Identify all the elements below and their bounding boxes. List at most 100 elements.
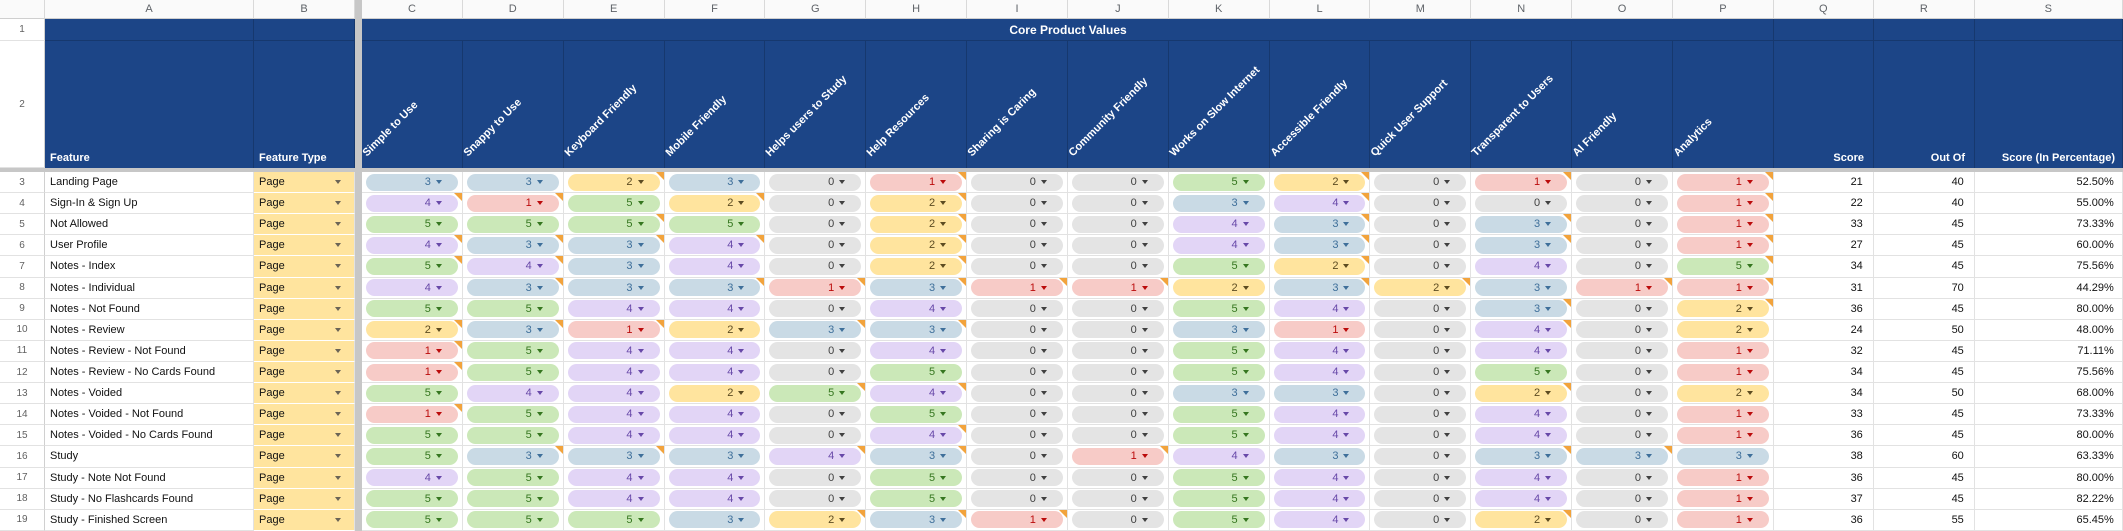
rating-cell[interactable]: 3 bbox=[1168, 383, 1270, 405]
rating-cell[interactable]: 5 bbox=[462, 298, 564, 320]
feature-type-cell[interactable]: Page bbox=[254, 256, 355, 278]
rating-cell[interactable]: 2 bbox=[1370, 277, 1472, 299]
chevron-down-icon[interactable] bbox=[1746, 433, 1753, 438]
rating-chip[interactable]: 4 bbox=[567, 300, 660, 318]
chevron-down-icon[interactable] bbox=[839, 391, 846, 396]
rating-chip[interactable]: 3 bbox=[1475, 215, 1568, 233]
row-header[interactable]: 1 bbox=[0, 19, 45, 41]
chevron-down-icon[interactable] bbox=[1444, 285, 1451, 290]
chevron-down-icon[interactable] bbox=[536, 496, 543, 501]
chevron-down-icon[interactable] bbox=[1444, 327, 1451, 332]
rating-cell[interactable]: 5 bbox=[1168, 172, 1270, 194]
rating-cell[interactable]: 5 bbox=[866, 361, 968, 384]
chevron-down-icon[interactable] bbox=[1645, 222, 1652, 227]
rating-chip[interactable]: 4 bbox=[1475, 321, 1568, 339]
rating-cell[interactable]: 0 bbox=[1572, 235, 1673, 257]
chevron-down-icon[interactable] bbox=[637, 370, 644, 375]
rating-cell[interactable]: 0 bbox=[765, 193, 867, 215]
rating-chip[interactable]: 3 bbox=[1475, 236, 1568, 254]
chevron-down-icon[interactable] bbox=[738, 285, 745, 290]
chevron-down-icon[interactable] bbox=[1242, 391, 1249, 396]
rating-chip[interactable]: 3 bbox=[567, 279, 660, 297]
score-cell[interactable]: 34 bbox=[1773, 256, 1874, 278]
percentage-cell[interactable]: 63.33% bbox=[1974, 446, 2123, 468]
rating-cell[interactable]: 2 bbox=[362, 319, 463, 341]
rating-chip[interactable]: 0 bbox=[769, 215, 862, 233]
rating-cell[interactable]: 0 bbox=[967, 425, 1068, 447]
feature-cell[interactable]: Study - Note Not Found bbox=[45, 467, 254, 489]
chevron-down-icon[interactable] bbox=[536, 327, 543, 332]
chevron-down-icon[interactable] bbox=[335, 391, 341, 396]
rating-chip[interactable]: 4 bbox=[1475, 257, 1568, 275]
chevron-down-icon[interactable] bbox=[637, 454, 644, 459]
percentage-cell[interactable]: 68.00% bbox=[1974, 383, 2123, 405]
rating-chip[interactable]: 4 bbox=[1273, 405, 1366, 423]
column-header[interactable]: J bbox=[1067, 0, 1169, 19]
rating-cell[interactable]: 0 bbox=[1370, 446, 1472, 468]
rating-chip[interactable]: 2 bbox=[1676, 384, 1769, 402]
criteria-header-cell[interactable]: Works on Slow Internet bbox=[1167, 41, 1270, 168]
chevron-down-icon[interactable] bbox=[536, 370, 543, 375]
rating-cell[interactable]: 4 bbox=[765, 446, 867, 468]
row-header[interactable]: 2 bbox=[0, 41, 45, 168]
chevron-down-icon[interactable] bbox=[637, 391, 644, 396]
chevron-down-icon[interactable] bbox=[940, 327, 947, 332]
rating-cell[interactable]: 0 bbox=[1572, 509, 1673, 531]
chevron-down-icon[interactable] bbox=[1645, 201, 1652, 206]
chevron-down-icon[interactable] bbox=[1343, 222, 1350, 227]
chevron-down-icon[interactable] bbox=[940, 517, 947, 522]
percentage-cell[interactable]: 60.00% bbox=[1974, 235, 2123, 257]
chevron-down-icon[interactable] bbox=[839, 243, 846, 248]
rating-cell[interactable]: 5 bbox=[563, 193, 665, 215]
chevron-down-icon[interactable] bbox=[1242, 348, 1249, 353]
rating-cell[interactable]: 5 bbox=[1168, 340, 1270, 362]
percentage-cell[interactable]: 73.33% bbox=[1974, 214, 2123, 236]
rating-cell[interactable]: 2 bbox=[866, 214, 968, 236]
rating-chip[interactable]: 3 bbox=[1172, 321, 1265, 339]
rating-cell[interactable]: 3 bbox=[563, 277, 665, 299]
chevron-down-icon[interactable] bbox=[335, 412, 341, 417]
score-cell[interactable]: 32 bbox=[1773, 340, 1874, 362]
feature-type-cell[interactable]: Page bbox=[254, 509, 355, 531]
rating-chip[interactable]: 5 bbox=[366, 257, 458, 275]
rating-cell[interactable]: 0 bbox=[1370, 235, 1472, 257]
rating-chip[interactable]: 1 bbox=[1676, 173, 1769, 191]
rating-cell[interactable]: 0 bbox=[1067, 298, 1169, 320]
rating-cell[interactable]: 3 bbox=[866, 446, 968, 468]
feature-cell[interactable]: Notes - Voided - No Cards Found bbox=[45, 425, 254, 447]
rating-chip[interactable]: 4 bbox=[870, 300, 963, 318]
rating-cell[interactable]: 0 bbox=[967, 467, 1068, 489]
chevron-down-icon[interactable] bbox=[1343, 391, 1350, 396]
chevron-down-icon[interactable] bbox=[1343, 433, 1350, 438]
chevron-down-icon[interactable] bbox=[335, 264, 341, 269]
score-cell[interactable]: 27 bbox=[1773, 235, 1874, 257]
chevron-down-icon[interactable] bbox=[1545, 201, 1552, 206]
rating-chip[interactable]: 0 bbox=[1071, 321, 1164, 339]
feature-type-cell[interactable]: Page bbox=[254, 319, 355, 341]
chevron-down-icon[interactable] bbox=[637, 306, 644, 311]
chevron-down-icon[interactable] bbox=[1242, 370, 1249, 375]
rating-cell[interactable]: 4 bbox=[664, 488, 766, 510]
criteria-header-cell[interactable]: Sharing is Caring bbox=[966, 41, 1068, 168]
rating-chip[interactable]: 0 bbox=[971, 300, 1063, 318]
chevron-down-icon[interactable] bbox=[839, 412, 846, 417]
chevron-down-icon[interactable] bbox=[839, 180, 846, 185]
rating-cell[interactable]: 4 bbox=[1471, 467, 1573, 489]
chevron-down-icon[interactable] bbox=[335, 433, 341, 438]
rating-chip[interactable]: 0 bbox=[1071, 426, 1164, 444]
rating-chip[interactable]: 5 bbox=[466, 469, 559, 487]
criteria-header-cell[interactable]: Keyboard Friendly bbox=[562, 41, 665, 168]
rating-cell[interactable]: 4 bbox=[1471, 256, 1573, 278]
rating-chip[interactable]: 3 bbox=[870, 279, 963, 297]
rating-cell[interactable]: 0 bbox=[1067, 319, 1169, 341]
criteria-header-cell[interactable]: AI Friendly bbox=[1571, 41, 1673, 168]
rating-cell[interactable]: 0 bbox=[967, 340, 1068, 362]
rating-cell[interactable]: 0 bbox=[1370, 340, 1472, 362]
rating-chip[interactable]: 1 bbox=[1676, 342, 1769, 360]
chevron-down-icon[interactable] bbox=[1242, 222, 1249, 227]
score-cell[interactable]: 37 bbox=[1773, 488, 1874, 510]
rating-chip[interactable]: 0 bbox=[1374, 215, 1467, 233]
rating-chip[interactable]: 2 bbox=[1475, 511, 1568, 529]
rating-cell[interactable]: 0 bbox=[765, 340, 867, 362]
chevron-down-icon[interactable] bbox=[1343, 201, 1350, 206]
